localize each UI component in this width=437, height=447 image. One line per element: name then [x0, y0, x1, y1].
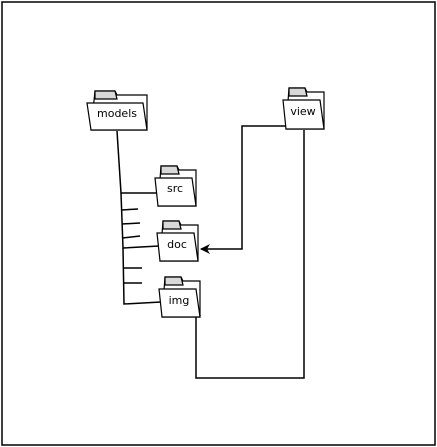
folder-models[interactable]: models [86, 90, 148, 131]
folder-icon [156, 220, 199, 262]
folder-img[interactable]: img [158, 276, 201, 318]
connector-models-src [116, 130, 157, 194]
tick-3 [121, 235, 141, 239]
arrow-connectors [191, 125, 305, 379]
folder-icon [154, 165, 197, 207]
folder-label-src: src [167, 182, 183, 195]
folder-doc[interactable]: doc [156, 220, 199, 262]
folder-label-doc: doc [167, 238, 187, 251]
tree-connectors [116, 130, 162, 305]
tick-1 [120, 208, 139, 211]
arrow-view-to-img [191, 130, 305, 379]
tick-2 [121, 222, 141, 225]
connector-models-img [122, 247, 162, 305]
connector-models-doc [120, 192, 160, 249]
arrow-view-to-doc [200, 125, 288, 254]
folder-icon [86, 90, 148, 131]
folder-label-models: models [97, 107, 137, 120]
folder-label-img: img [169, 294, 190, 307]
folder-view[interactable]: view [282, 87, 325, 130]
folder-icon [282, 87, 325, 130]
folder-label-view: view [290, 105, 315, 118]
folder-icon [158, 276, 201, 318]
folder-src[interactable]: src [154, 165, 197, 207]
